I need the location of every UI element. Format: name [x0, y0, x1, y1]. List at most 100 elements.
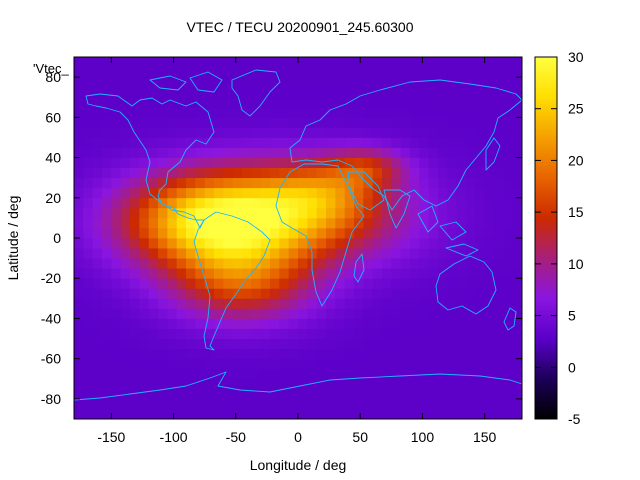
- heatmap-cell: [167, 308, 178, 319]
- heatmap-cell: [120, 388, 131, 400]
- heatmap-cell: [242, 217, 252, 229]
- heatmap-cell: [74, 258, 84, 269]
- heatmap-cell: [148, 127, 159, 138]
- heatmap-cell: [494, 318, 504, 329]
- heatmap-cell: [260, 97, 271, 108]
- heatmap-cell: [503, 398, 514, 410]
- heatmap-cell: [316, 157, 327, 169]
- heatmap-cell: [102, 298, 112, 309]
- heatmap-cell: [466, 298, 476, 309]
- heatmap-cell: [494, 97, 504, 108]
- heatmap-cell: [74, 137, 84, 148]
- heatmap-cell: [251, 177, 262, 189]
- heatmap-cell: [503, 77, 514, 88]
- heatmap-cell: [475, 338, 486, 350]
- heatmap-cell: [186, 77, 196, 88]
- heatmap-cell: [186, 368, 196, 380]
- heatmap-cell: [316, 388, 327, 400]
- heatmap-cell: [335, 127, 346, 138]
- heatmap-cell: [148, 207, 159, 219]
- heatmap-cell: [83, 137, 94, 148]
- heatmap-cell: [382, 227, 392, 239]
- heatmap-cell: [456, 207, 467, 219]
- heatmap-cell: [354, 207, 364, 219]
- heatmap-cell: [484, 127, 495, 138]
- heatmap-cell: [428, 117, 439, 128]
- heatmap-cell: [158, 147, 168, 158]
- heatmap-cell: [120, 207, 131, 219]
- heatmap-cell: [354, 258, 364, 269]
- heatmap-cell: [232, 258, 243, 269]
- heatmap-cell: [120, 217, 131, 229]
- heatmap-cell: [475, 177, 486, 189]
- heatmap-cell: [400, 338, 411, 350]
- heatmap-cell: [195, 268, 206, 279]
- heatmap-cell: [475, 137, 486, 148]
- heatmap-cell: [195, 157, 206, 169]
- heatmap-cell: [354, 338, 364, 350]
- heatmap-cell: [326, 358, 336, 370]
- heatmap-cell: [456, 67, 467, 78]
- heatmap-cell: [204, 348, 215, 360]
- heatmap-cell: [214, 157, 224, 169]
- heatmap-cell: [167, 177, 178, 189]
- heatmap-cell: [74, 408, 84, 420]
- colorbar-tick-label: 15: [568, 204, 584, 220]
- heatmap-cell: [102, 268, 112, 279]
- heatmap-cell: [354, 348, 364, 360]
- heatmap-cell: [288, 388, 299, 400]
- heatmap-cell: [484, 207, 495, 219]
- heatmap-cell: [288, 97, 299, 108]
- heatmap-cell: [475, 328, 486, 339]
- heatmap-cell: [512, 328, 523, 339]
- heatmap-cell: [260, 87, 271, 98]
- heatmap-cell: [102, 308, 112, 319]
- heatmap-cell: [354, 227, 364, 239]
- heatmap-cell: [344, 127, 355, 138]
- heatmap-cell: [223, 368, 234, 380]
- heatmap-cell: [307, 127, 318, 138]
- heatmap-cell: [335, 318, 346, 329]
- heatmap-cell: [503, 388, 514, 400]
- heatmap-cell: [456, 77, 467, 88]
- heatmap-cell: [466, 348, 476, 360]
- heatmap-cell: [120, 318, 131, 329]
- heatmap-cell: [466, 227, 476, 239]
- heatmap-cell: [204, 258, 215, 269]
- heatmap-cell: [475, 227, 486, 239]
- heatmap-cell: [475, 167, 486, 179]
- heatmap-cell: [195, 77, 206, 88]
- heatmap-cell: [158, 298, 168, 309]
- heatmap-cell: [223, 298, 234, 309]
- heatmap-cell: [251, 338, 262, 350]
- heatmap-cell: [111, 147, 122, 158]
- heatmap-cell: [438, 57, 448, 68]
- heatmap-cell: [195, 288, 206, 299]
- heatmap-cell: [326, 348, 336, 360]
- heatmap-cell: [139, 207, 150, 219]
- heatmap-cell: [326, 177, 336, 189]
- heatmap-cell: [195, 67, 206, 78]
- heatmap-cell: [176, 127, 187, 138]
- heatmap-cell: [307, 368, 318, 380]
- heatmap-cell: [344, 318, 355, 329]
- heatmap-cell: [475, 388, 486, 400]
- heatmap-cell: [410, 227, 420, 239]
- heatmap-cell: [354, 97, 364, 108]
- colorbar-tick-label: 25: [568, 101, 584, 117]
- heatmap-cell: [279, 338, 290, 350]
- heatmap-cell: [447, 197, 458, 209]
- heatmap-cell: [391, 378, 402, 390]
- heatmap-cell: [139, 298, 150, 309]
- heatmap-cell: [279, 258, 290, 269]
- heatmap-cell: [251, 227, 262, 239]
- heatmap-cell: [372, 268, 383, 279]
- heatmap-cell: [288, 57, 299, 68]
- heatmap-cell: [223, 207, 234, 219]
- heatmap-cell: [251, 238, 262, 249]
- heatmap-cell: [270, 117, 280, 128]
- heatmap-cell: [382, 328, 392, 339]
- heatmap-cell: [242, 117, 252, 128]
- heatmap-cell: [307, 398, 318, 410]
